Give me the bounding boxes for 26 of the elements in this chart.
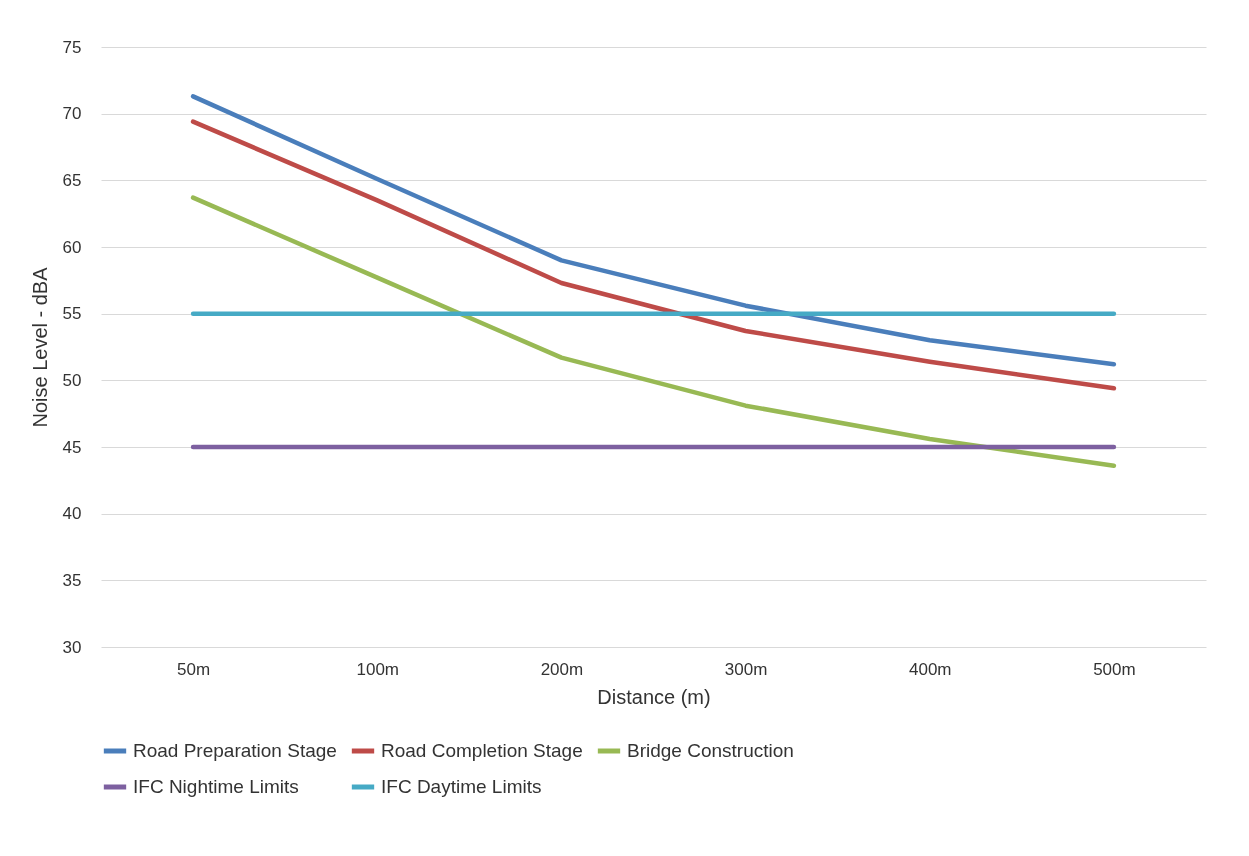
- y-axis-title: Noise Level - dBA: [28, 266, 51, 428]
- y-tick-label: 75: [62, 37, 82, 57]
- y-tick-label: 50: [62, 370, 82, 390]
- x-axis-title: Distance (m): [597, 685, 711, 708]
- x-tick-label: 300m: [724, 659, 768, 679]
- legend-label: Road Completion Stage: [381, 740, 583, 761]
- x-tick-label: 50m: [177, 659, 211, 679]
- y-tick-label: 30: [62, 637, 82, 657]
- y-tick-label: 55: [62, 304, 82, 324]
- y-tick-label: 40: [62, 504, 82, 524]
- y-tick-label: 35: [62, 570, 82, 590]
- legend-label: Road Preparation Stage: [133, 740, 337, 761]
- y-tick-label: 60: [62, 237, 82, 257]
- x-tick-label: 200m: [540, 659, 584, 679]
- line-series: [190, 195, 1117, 468]
- line-series: [190, 119, 1117, 391]
- legend-label: IFC Nightime Limits: [133, 776, 299, 797]
- y-tick-label: 70: [62, 104, 82, 124]
- x-tick-label: 100m: [356, 659, 400, 679]
- x-tick-label: 500m: [1093, 659, 1136, 679]
- legend-label: Bridge Construction: [627, 740, 794, 761]
- y-tick-label: 45: [62, 437, 82, 457]
- line-series: [190, 94, 1117, 367]
- legend-label: IFC Daytime Limits: [381, 776, 542, 797]
- x-tick-label: 400m: [908, 659, 952, 679]
- y-tick-label: 65: [62, 170, 82, 190]
